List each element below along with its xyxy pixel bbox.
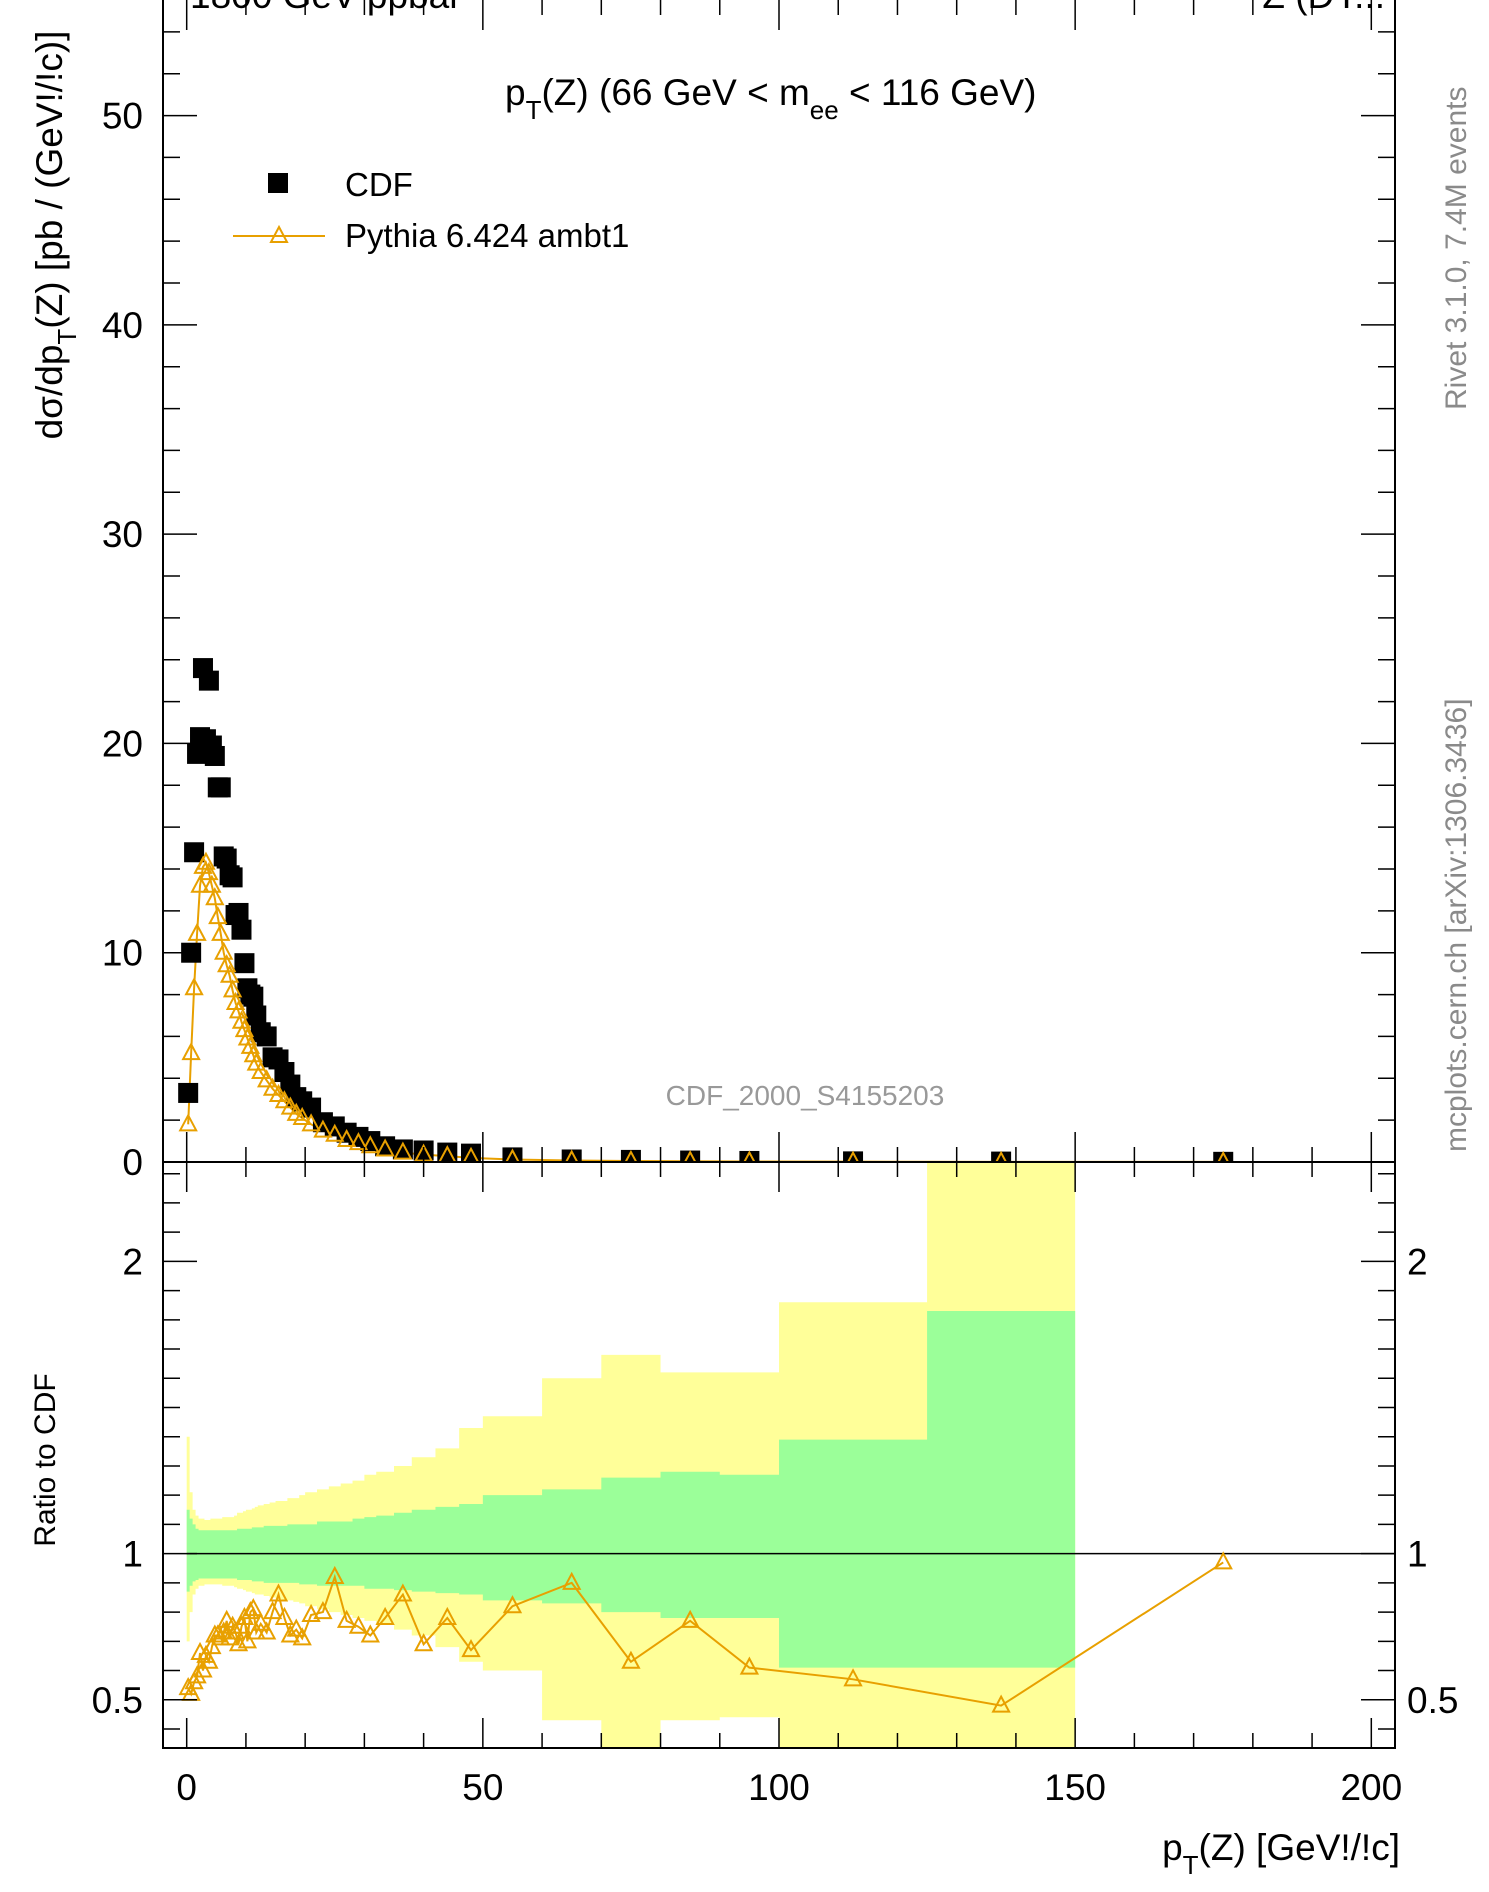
ratio-y-tick-label-right: 2 — [1407, 1241, 1428, 1282]
header-left-text: 1800 GeV ppbar — [190, 0, 462, 16]
main-title: pT(Z) (66 GeV < mee < 116 GeV) — [505, 72, 1037, 125]
main-y-tick-label: 40 — [102, 305, 143, 346]
rivet-label: Rivet 3.1.0, 7.4M events — [1440, 87, 1473, 411]
legend-cdf-marker — [268, 173, 288, 193]
ratio-x-tick-label: 0 — [176, 1767, 197, 1808]
ratio-y-tick-label: 0.5 — [92, 1680, 143, 1721]
cdf-point — [223, 867, 243, 887]
ratio-x-tick-label: 150 — [1044, 1767, 1106, 1808]
legend-cdf-label: CDF — [345, 166, 413, 203]
ratio-panel: 0.5 0.5 1 1 2 2 0 50 100 150 200 Ratio to CDF pT(Z… — [29, 1144, 1458, 1880]
ratio-x-axis-title: pT(Z) [GeV!/!c] — [1162, 1827, 1400, 1880]
legend: CDF Pythia 6.424 ambt1 — [233, 166, 629, 254]
legend-pythia-label: Pythia 6.424 ambt1 — [345, 217, 629, 254]
ratio-y-tick-label: 2 — [122, 1241, 143, 1282]
cdf-point — [234, 953, 254, 973]
main-panel: 0 10 20 30 40 50 pT(Z) (66 GeV < mee < 116 Ge… — [29, 0, 1395, 1183]
analysis-watermark: CDF_2000_S4155203 — [666, 1080, 945, 1111]
cdf-point — [184, 842, 204, 862]
mcplots-label: mcplots.cern.ch [arXiv:1306.3436] — [1440, 698, 1473, 1152]
cdf-point — [243, 987, 263, 1007]
cdf-point — [199, 671, 219, 691]
ratio-x-tick-label: 100 — [748, 1767, 810, 1808]
ratio-y-tick-label: 1 — [122, 1534, 143, 1575]
main-y-tick-label: 0 — [122, 1142, 143, 1183]
cdf-point — [205, 746, 225, 766]
main-y-tick-label: 20 — [102, 723, 143, 764]
ratio-y-axis-title: Ratio to CDF — [29, 1373, 62, 1546]
ratio-x-tick-label: 50 — [462, 1767, 503, 1808]
main-y-axis-title: dσ/dpT(Z) [pb / (GeV!/!c)] — [29, 31, 82, 440]
main-y-tick-label: 50 — [102, 96, 143, 137]
legend-pythia-marker — [271, 227, 287, 242]
ratio-y-tick-label-right: 0.5 — [1407, 1680, 1458, 1721]
cdf-point — [178, 1083, 198, 1103]
main-y-tick-label: 30 — [102, 514, 143, 555]
header-right-text: Z (DY... — [1262, 0, 1385, 16]
ratio-x-tick-label: 200 — [1340, 1767, 1402, 1808]
main-y-tick-label: 10 — [102, 933, 143, 974]
cdf-point — [257, 1026, 277, 1046]
ratio-y-tick-label-right: 1 — [1407, 1534, 1428, 1575]
cdf-point — [231, 920, 251, 940]
cdf-point — [211, 777, 231, 797]
